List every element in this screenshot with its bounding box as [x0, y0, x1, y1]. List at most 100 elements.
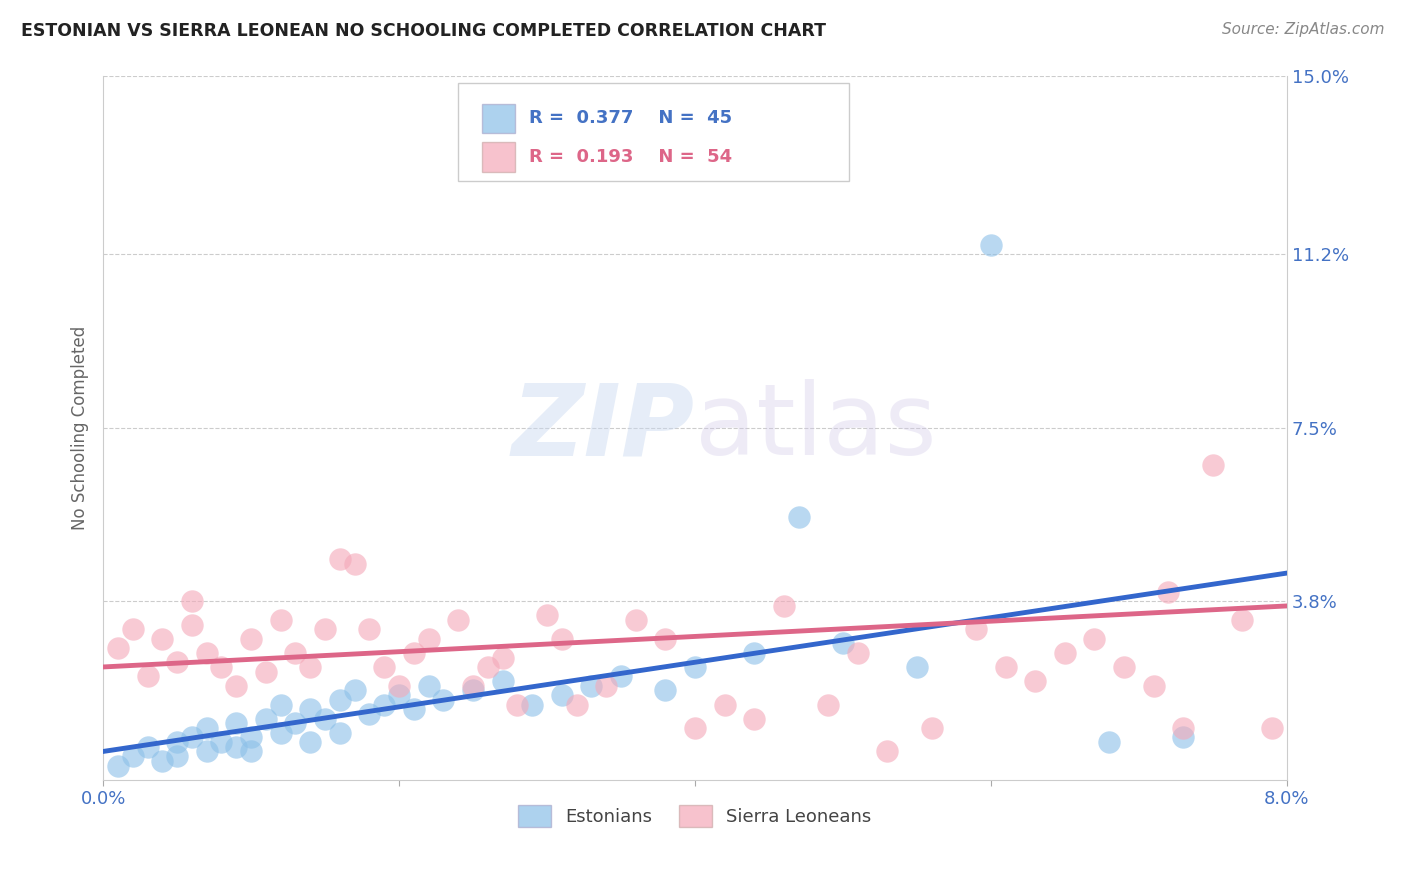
- Point: [359, 623, 381, 637]
- Point: [418, 679, 440, 693]
- Point: [742, 712, 765, 726]
- Point: [1261, 721, 1284, 735]
- Point: [447, 613, 470, 627]
- Text: ESTONIAN VS SIERRA LEONEAN NO SCHOOLING COMPLETED CORRELATION CHART: ESTONIAN VS SIERRA LEONEAN NO SCHOOLING …: [21, 22, 827, 40]
- FancyBboxPatch shape: [482, 143, 515, 172]
- Point: [254, 712, 277, 726]
- Point: [551, 688, 574, 702]
- Point: [270, 698, 292, 712]
- Point: [994, 660, 1017, 674]
- Text: atlas: atlas: [695, 379, 936, 476]
- Y-axis label: No Schooling Completed: No Schooling Completed: [72, 326, 89, 530]
- Point: [388, 679, 411, 693]
- Point: [299, 735, 322, 749]
- Text: R =  0.193    N =  54: R = 0.193 N = 54: [529, 148, 733, 166]
- Point: [211, 735, 233, 749]
- Point: [477, 660, 499, 674]
- Point: [299, 660, 322, 674]
- Point: [432, 693, 454, 707]
- Point: [343, 683, 366, 698]
- Point: [624, 613, 647, 627]
- Point: [388, 688, 411, 702]
- Point: [654, 632, 676, 646]
- Point: [536, 608, 558, 623]
- Point: [876, 744, 898, 758]
- Point: [180, 731, 202, 745]
- Point: [832, 636, 855, 650]
- Point: [581, 679, 603, 693]
- Point: [195, 744, 218, 758]
- Point: [1024, 673, 1046, 688]
- Point: [180, 594, 202, 608]
- Point: [107, 758, 129, 772]
- Point: [150, 632, 173, 646]
- Point: [491, 673, 513, 688]
- Point: [1143, 679, 1166, 693]
- Point: [373, 698, 395, 712]
- Point: [240, 731, 263, 745]
- Text: Source: ZipAtlas.com: Source: ZipAtlas.com: [1222, 22, 1385, 37]
- Point: [1232, 613, 1254, 627]
- Point: [713, 698, 735, 712]
- Point: [522, 698, 544, 712]
- Point: [595, 679, 617, 693]
- Point: [211, 660, 233, 674]
- Point: [225, 716, 247, 731]
- Text: R =  0.377    N =  45: R = 0.377 N = 45: [529, 110, 733, 128]
- Point: [905, 660, 928, 674]
- Point: [121, 749, 143, 764]
- Point: [284, 646, 307, 660]
- Point: [846, 646, 869, 660]
- Point: [314, 712, 336, 726]
- Point: [402, 646, 425, 660]
- Point: [1173, 721, 1195, 735]
- Point: [1202, 458, 1225, 472]
- Point: [225, 739, 247, 754]
- Point: [1173, 731, 1195, 745]
- Point: [107, 641, 129, 656]
- Point: [418, 632, 440, 646]
- Point: [1098, 735, 1121, 749]
- Point: [136, 669, 159, 683]
- Point: [166, 735, 188, 749]
- Point: [254, 665, 277, 679]
- Point: [402, 702, 425, 716]
- Point: [329, 693, 352, 707]
- Point: [121, 623, 143, 637]
- Point: [166, 749, 188, 764]
- Point: [506, 698, 529, 712]
- Point: [742, 646, 765, 660]
- Point: [240, 632, 263, 646]
- Point: [270, 613, 292, 627]
- Point: [270, 725, 292, 739]
- Point: [150, 754, 173, 768]
- Point: [683, 721, 706, 735]
- Point: [195, 646, 218, 660]
- Point: [654, 683, 676, 698]
- Point: [373, 660, 395, 674]
- Point: [965, 623, 987, 637]
- Point: [772, 599, 794, 613]
- Point: [240, 744, 263, 758]
- Point: [565, 698, 588, 712]
- Point: [551, 632, 574, 646]
- Point: [461, 679, 484, 693]
- Point: [817, 698, 839, 712]
- FancyBboxPatch shape: [482, 103, 515, 133]
- Point: [136, 739, 159, 754]
- Point: [1083, 632, 1105, 646]
- FancyBboxPatch shape: [458, 83, 849, 181]
- Point: [343, 557, 366, 571]
- Point: [1112, 660, 1135, 674]
- Point: [610, 669, 633, 683]
- Point: [980, 237, 1002, 252]
- Point: [284, 716, 307, 731]
- Point: [195, 721, 218, 735]
- Point: [787, 509, 810, 524]
- Point: [491, 650, 513, 665]
- Point: [359, 706, 381, 721]
- Point: [1157, 585, 1180, 599]
- Point: [921, 721, 943, 735]
- Point: [683, 660, 706, 674]
- Point: [166, 655, 188, 669]
